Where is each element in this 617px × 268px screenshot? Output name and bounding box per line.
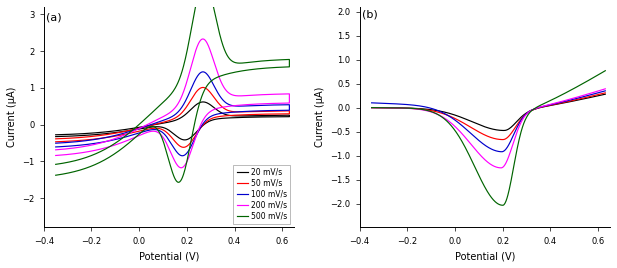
Line: 100 mV/s: 100 mV/s — [56, 72, 289, 156]
100 mV/s — [259, 104, 266, 107]
50 mV/s — [242, 110, 249, 113]
500 mV/s — [242, 61, 249, 64]
100 mV/s — [178, 154, 186, 157]
200 mV/s — [52, 154, 59, 157]
50 mV/s — [180, 146, 187, 149]
200 mV/s — [154, 131, 162, 134]
X-axis label: Potential (V): Potential (V) — [455, 251, 515, 261]
100 mV/s — [52, 145, 59, 148]
50 mV/s — [52, 137, 59, 140]
200 mV/s — [242, 94, 249, 97]
Text: (b): (b) — [362, 9, 378, 19]
Line: 500 mV/s: 500 mV/s — [56, 0, 289, 182]
100 mV/s — [100, 136, 107, 140]
200 mV/s — [259, 93, 266, 96]
20 mV/s — [154, 125, 162, 128]
20 mV/s — [259, 114, 266, 117]
500 mV/s — [146, 125, 153, 128]
200 mV/s — [52, 148, 59, 151]
50 mV/s — [100, 133, 107, 137]
50 mV/s — [199, 86, 207, 89]
200 mV/s — [198, 121, 205, 124]
Y-axis label: Current (μA): Current (μA) — [315, 87, 325, 147]
Line: 200 mV/s: 200 mV/s — [56, 39, 289, 168]
200 mV/s — [199, 37, 207, 40]
20 mV/s — [242, 114, 249, 117]
20 mV/s — [52, 133, 59, 136]
Line: 50 mV/s: 50 mV/s — [56, 87, 289, 147]
20 mV/s — [198, 125, 205, 128]
X-axis label: Potential (V): Potential (V) — [139, 251, 199, 261]
20 mV/s — [199, 100, 207, 103]
500 mV/s — [52, 163, 59, 166]
200 mV/s — [100, 141, 107, 144]
Text: (a): (a) — [46, 12, 62, 23]
50 mV/s — [52, 140, 59, 143]
Legend: 20 mV/s, 50 mV/s, 100 mV/s, 200 mV/s, 500 mV/s: 20 mV/s, 50 mV/s, 100 mV/s, 200 mV/s, 50… — [233, 165, 291, 224]
500 mV/s — [52, 174, 59, 177]
100 mV/s — [198, 124, 205, 127]
20 mV/s — [100, 131, 107, 134]
20 mV/s — [181, 138, 189, 142]
200 mV/s — [178, 166, 185, 169]
50 mV/s — [198, 125, 205, 128]
100 mV/s — [242, 104, 249, 107]
50 mV/s — [154, 127, 162, 130]
200 mV/s — [146, 130, 153, 133]
50 mV/s — [259, 110, 266, 113]
100 mV/s — [146, 129, 153, 132]
Line: 20 mV/s: 20 mV/s — [56, 102, 289, 140]
20 mV/s — [146, 126, 153, 129]
500 mV/s — [175, 181, 182, 184]
100 mV/s — [154, 128, 162, 132]
100 mV/s — [199, 70, 207, 73]
100 mV/s — [52, 142, 59, 145]
50 mV/s — [146, 127, 153, 131]
20 mV/s — [52, 135, 59, 138]
Y-axis label: Current (μA): Current (μA) — [7, 87, 17, 147]
500 mV/s — [259, 59, 266, 63]
500 mV/s — [198, 95, 205, 98]
500 mV/s — [100, 148, 107, 152]
500 mV/s — [154, 128, 162, 132]
